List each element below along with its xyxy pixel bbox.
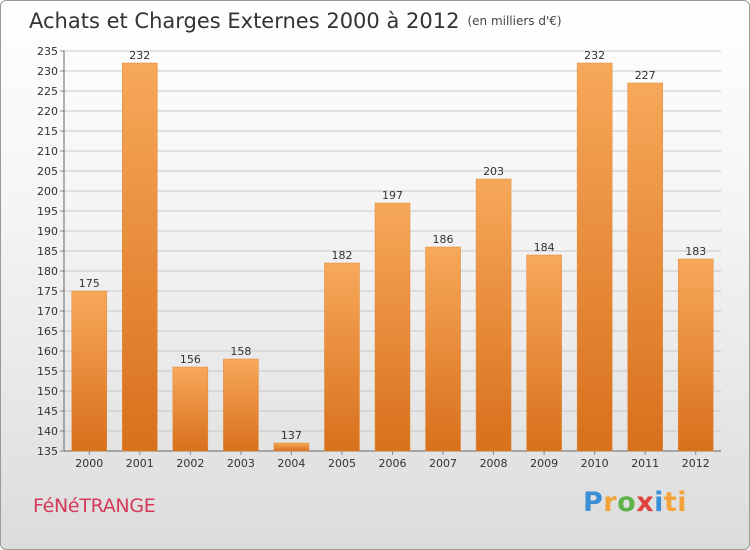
bar (223, 358, 259, 452)
x-tick-label: 2010 (581, 457, 609, 470)
data-label: 137 (281, 429, 302, 442)
data-label: 186 (433, 233, 454, 246)
y-tick-label: 140 (37, 425, 58, 438)
bar (576, 62, 613, 452)
y-tick-label: 135 (37, 445, 58, 458)
x-tick-label: 2003 (227, 457, 255, 470)
y-tick-label: 195 (37, 205, 58, 218)
data-label: 227 (635, 69, 656, 82)
y-tick-label: 180 (37, 265, 58, 278)
y-tick-label: 170 (37, 305, 58, 318)
bar (677, 258, 714, 452)
y-tick-label: 185 (37, 245, 58, 258)
data-label: 203 (483, 165, 504, 178)
y-tick-label: 145 (37, 405, 58, 418)
x-tick-label: 2011 (631, 457, 659, 470)
bar (324, 262, 360, 452)
data-label: 232 (584, 49, 605, 62)
data-label: 156 (180, 353, 201, 366)
x-tick-label: 2007 (429, 457, 457, 470)
data-label: 183 (685, 245, 706, 258)
chart-title-text: Achats et Charges Externes 2000 à 2012 (29, 9, 460, 33)
y-tick-label: 155 (37, 365, 58, 378)
y-tick-label: 205 (37, 165, 58, 178)
y-tick-label: 210 (37, 145, 58, 158)
y-tick-label: 160 (37, 345, 58, 358)
x-tick-label: 2012 (682, 457, 710, 470)
y-tick-label: 175 (37, 285, 58, 298)
bar (122, 62, 158, 452)
x-tick-label: 2005 (328, 457, 356, 470)
y-tick-label: 190 (37, 225, 58, 238)
data-label: 175 (79, 277, 100, 290)
y-tick-label: 215 (37, 125, 58, 138)
bar (425, 246, 461, 452)
x-tick-label: 2002 (176, 457, 204, 470)
x-tick-label: 2006 (379, 457, 407, 470)
data-label: 182 (331, 249, 352, 262)
city-name: FéNéTRANGE (33, 495, 156, 517)
y-tick-label: 235 (37, 45, 58, 58)
data-label: 158 (230, 345, 251, 358)
bar (627, 82, 663, 452)
x-tick-label: 2001 (126, 457, 154, 470)
x-tick-label: 2000 (75, 457, 103, 470)
bar (374, 202, 411, 452)
bar (475, 178, 512, 452)
bar (526, 254, 562, 452)
x-tick-label: 2004 (277, 457, 305, 470)
y-tick-label: 150 (37, 385, 58, 398)
x-tick-label: 2008 (480, 457, 508, 470)
x-tick-label: 2009 (530, 457, 558, 470)
bar (172, 366, 209, 452)
data-label: 184 (534, 241, 555, 254)
y-tick-label: 225 (37, 85, 58, 98)
y-tick-label: 220 (37, 105, 58, 118)
bar (273, 442, 310, 452)
bar (71, 290, 108, 452)
chart-title: Achats et Charges Externes 2000 à 2012 (e… (29, 9, 562, 33)
data-label: 232 (129, 49, 150, 62)
y-tick-label: 230 (37, 65, 58, 78)
chart-title-unit: (en milliers d'€) (467, 14, 562, 28)
proxiti-logo: Proxiti (583, 487, 688, 518)
y-tick-label: 200 (37, 185, 58, 198)
y-tick-label: 165 (37, 325, 58, 338)
data-label: 197 (382, 189, 403, 202)
